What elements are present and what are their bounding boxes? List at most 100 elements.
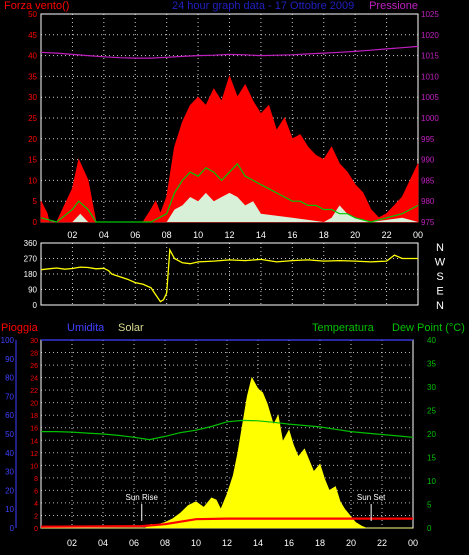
solar-area — [41, 376, 413, 529]
x-tick-label: 20 — [346, 538, 356, 548]
wind-y-tick-label: 45 — [28, 31, 37, 40]
direction-y-tick-label: 270 — [24, 255, 38, 264]
wind-average-line — [40, 162, 419, 223]
wind-lull-area — [41, 192, 418, 222]
pressure-y-tick-label: 1025 — [421, 10, 439, 19]
chart-title: 24 hour graph data - 17 Ottobre 2009 — [172, 0, 354, 12]
compass-label: N — [436, 242, 444, 254]
direction-grid — [41, 242, 419, 306]
rain-y-tick-label: 26 — [30, 363, 38, 370]
humidity-y-tick-label: 20 — [5, 486, 14, 495]
pressure-y-tick-label: 1015 — [421, 52, 439, 61]
temperature-y-tick-label: 15 — [427, 454, 436, 463]
temperature-axis-title: Temperatura — [312, 322, 375, 334]
x-tick-label: 14 — [253, 538, 263, 548]
humidity-y-tick-label: 10 — [5, 505, 14, 514]
temperature-y-tick-label: 20 — [427, 430, 436, 439]
direction-y-tick-label: 0 — [33, 301, 38, 310]
x-tick-label: 08 — [160, 538, 170, 548]
temperature-line — [41, 419, 414, 441]
wind-y-tick-label: 25 — [28, 114, 37, 123]
x-tick-label: 22 — [382, 230, 392, 240]
humidity-y-tick-label: 0 — [10, 524, 15, 533]
x-tick-label: 02 — [67, 230, 77, 240]
rain-solar-temp-panel: Pioggia Umidita Solar Temperatura Dew Po… — [1, 322, 465, 548]
pressure-y-tick-label: 985 — [421, 176, 435, 185]
x-tick-label: 12 — [224, 230, 234, 240]
x-tick-label: 04 — [99, 230, 109, 240]
wind-pressure-panel: Forza vento() 24 hour graph data - 17 Ot… — [4, 0, 439, 240]
rain-y-tick-label: 18 — [30, 413, 38, 420]
humidity-y-tick-label: 30 — [5, 468, 14, 477]
x-tick-label: 10 — [191, 538, 201, 548]
wind-y-tick-label: 0 — [33, 218, 38, 227]
sun-annotations: Sun Rise Sun Set — [126, 493, 386, 521]
rain-solar-series — [40, 339, 414, 529]
temperature-y-tick-label: 25 — [427, 407, 436, 416]
pressure-y-tick-label: 1005 — [421, 93, 439, 102]
x-tick-label: 20 — [350, 230, 360, 240]
wind-y-tick-label: 20 — [28, 135, 37, 144]
rain-y-tick-label: 10 — [30, 463, 38, 470]
compass-label: N — [436, 300, 444, 312]
pressure-y-tick-label: 980 — [421, 197, 435, 206]
pressure-y-tick-label: 1000 — [421, 114, 439, 123]
humidity-axis-title: Umidita — [67, 322, 105, 334]
direction-y-tick-label: 360 — [24, 239, 38, 248]
x-tick-label: 08 — [162, 230, 172, 240]
humidity-y-tick-label: 80 — [5, 374, 14, 383]
wind-direction-line — [40, 247, 418, 303]
rain-axis-title: Pioggia — [1, 322, 39, 334]
sun-annotation-label: Sun Set — [357, 493, 386, 502]
x-tick-label: 18 — [315, 538, 325, 548]
x-tick-label: 16 — [284, 538, 294, 548]
wind-y-tick-label: 50 — [28, 10, 37, 19]
wind-axis-title: Forza vento() — [4, 0, 69, 12]
rain-y-tick-label: 28 — [30, 351, 38, 358]
pressure-line — [40, 45, 419, 59]
temperature-y-tick-label: 10 — [427, 477, 436, 486]
direction-y-tick-label: 90 — [28, 286, 37, 295]
x-tick-label: 16 — [287, 230, 297, 240]
wind-y-tick-label: 35 — [28, 72, 37, 81]
rain-y-tick-label: 30 — [30, 338, 38, 345]
rain-y-tick-label: 22 — [30, 388, 38, 395]
compass-label: S — [436, 271, 443, 283]
x-tick-label: 22 — [377, 538, 387, 548]
humidity-y-tick-label: 40 — [5, 449, 14, 458]
direction-y-tick-label: 180 — [24, 270, 38, 279]
pressure-y-tick-label: 1010 — [421, 72, 439, 81]
wind-y-tick-label: 15 — [28, 156, 37, 165]
x-tick-label: 00 — [413, 230, 423, 240]
wind-y-tick-label: 40 — [28, 52, 37, 61]
wind-y-tick-label: 5 — [33, 197, 38, 206]
x-tick-label: 14 — [256, 230, 266, 240]
rain-line — [40, 517, 413, 528]
sun-annotation-label: Sun Rise — [126, 493, 159, 502]
rain-y-tick-label: 16 — [30, 426, 38, 433]
wind-series — [40, 45, 419, 223]
humidity-y-tick-label: 100 — [1, 336, 15, 345]
x-tick-label: 06 — [130, 230, 140, 240]
humidity-y-tick-label: 60 — [5, 411, 14, 420]
humidity-y-tick-label: 70 — [5, 392, 14, 401]
rain-y-tick-label: 6 — [34, 488, 38, 495]
x-tick-label: 18 — [319, 230, 329, 240]
pressure-axis-title: Pressione — [369, 0, 418, 12]
solar-axis-title: Solar — [118, 322, 144, 334]
x-tick-label: 00 — [408, 538, 418, 548]
pressure-y-ticks: 975 980 985 990 995 1000 1005 1010 1015 1020 1025 — [421, 10, 439, 227]
humidity-y-ticks: 0 10 20 30 40 50 60 70 80 90 100 — [1, 336, 15, 533]
direction-y-ticks: 0 90 180 270 360 — [24, 239, 38, 310]
rain-y-tick-label: 2 — [34, 513, 38, 520]
temperature-y-tick-label: 35 — [427, 360, 436, 369]
pressure-y-tick-label: 1020 — [421, 31, 439, 40]
temperature-y-ticks: 0 5 10 15 20 25 30 35 40 — [427, 336, 436, 533]
wind-x-ticks: 02 04 06 08 10 12 14 16 18 20 22 00 — [67, 230, 423, 240]
x-tick-label: 10 — [193, 230, 203, 240]
temperature-y-tick-label: 5 — [427, 501, 432, 510]
rain-y-tick-label: 24 — [30, 376, 38, 383]
x-tick-label: 12 — [222, 538, 232, 548]
